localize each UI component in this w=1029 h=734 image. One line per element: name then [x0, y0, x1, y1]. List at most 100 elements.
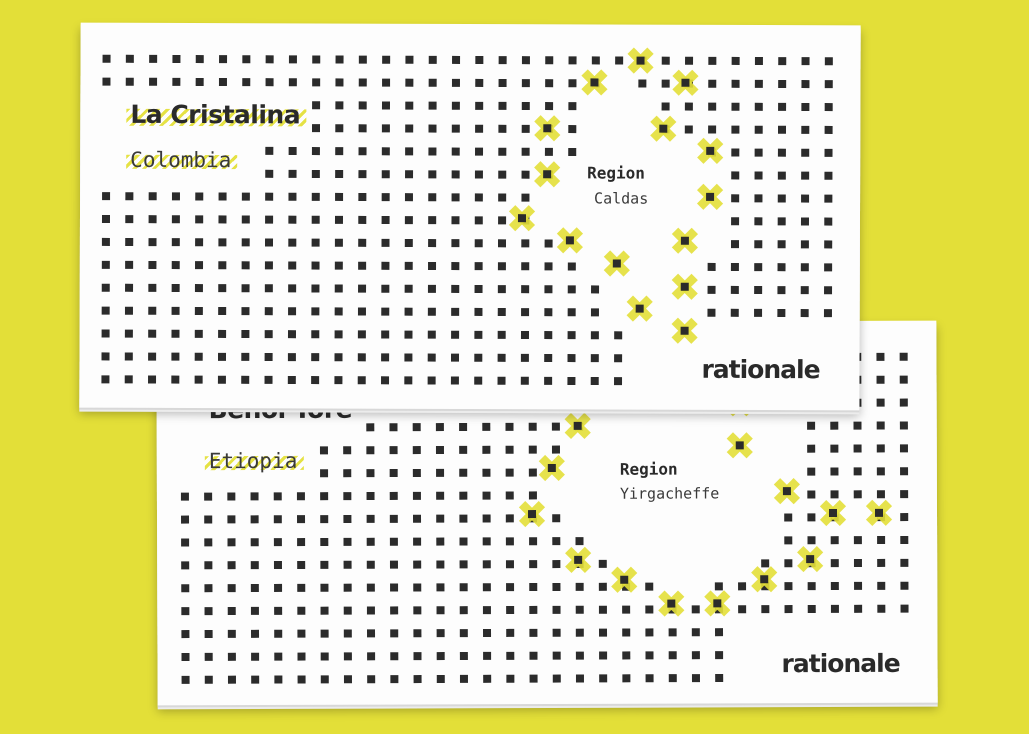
grid-dot — [148, 260, 157, 270]
grid-dot — [824, 194, 833, 203]
grid-dot — [274, 629, 283, 638]
grid-dot — [661, 56, 670, 65]
grid-dot — [474, 239, 483, 248]
grid-dot — [482, 445, 491, 454]
grid-dot — [545, 102, 554, 111]
grid-dot — [474, 376, 483, 385]
grid-dot — [382, 78, 391, 87]
grid-dot — [428, 124, 437, 133]
grid-dot — [483, 628, 492, 638]
grid-dot — [204, 515, 213, 524]
grid-dot — [241, 192, 250, 201]
grid-dot — [428, 78, 437, 87]
map-marker-cross — [797, 545, 824, 573]
grid-dot — [830, 444, 839, 453]
card-colombia: La Cristalina Colombia Region Caldas rat… — [79, 22, 861, 411]
grid-dot — [204, 675, 213, 684]
grid-dot — [552, 537, 561, 546]
grid-dot — [227, 492, 236, 501]
grid-dot — [171, 329, 180, 338]
grid-dot — [615, 56, 624, 65]
grid-dot — [529, 537, 538, 546]
grid-dot — [778, 79, 787, 89]
grid-dot — [876, 375, 885, 384]
grid-dot — [428, 147, 437, 156]
grid-dot — [227, 652, 236, 661]
grid-dot — [320, 469, 329, 478]
grid-dot — [381, 330, 390, 339]
grid-dot — [412, 491, 421, 500]
grid-dot — [876, 421, 885, 430]
grid-dot — [274, 583, 283, 592]
grid-dot — [830, 604, 839, 613]
grid-dot — [389, 537, 398, 546]
region-label-etiopia: Region — [619, 459, 678, 479]
grid-dot — [297, 560, 306, 569]
grid-dot — [575, 628, 584, 637]
grid-dot — [288, 307, 297, 316]
grid-dot — [251, 652, 260, 661]
grid-dot — [807, 604, 816, 613]
grid-dot — [405, 78, 414, 87]
grid-dot — [614, 331, 623, 340]
grid-dot — [505, 445, 514, 454]
grid-dot — [181, 538, 190, 547]
grid-dot — [731, 171, 740, 180]
grid-dot — [777, 125, 787, 134]
grid-dot — [575, 651, 584, 660]
grid-dot — [195, 192, 204, 201]
grid-dot — [358, 238, 367, 247]
grid-dot — [101, 375, 110, 384]
grid-dot — [358, 284, 367, 293]
grid-dot — [807, 513, 816, 522]
grid-dot — [404, 330, 413, 339]
grid-dot — [343, 675, 352, 684]
grid-dot — [334, 284, 343, 293]
grid-dot — [506, 674, 515, 683]
grid-dot — [125, 192, 134, 201]
grid-dot — [497, 353, 506, 362]
grid-dot — [778, 57, 787, 66]
grid-dot — [264, 261, 273, 270]
grid-dot — [436, 652, 445, 661]
grid-dot — [807, 467, 816, 476]
grid-dot — [264, 330, 273, 339]
grid-dot — [366, 469, 375, 478]
grid-dot — [824, 103, 833, 112]
grid-dot — [436, 537, 445, 546]
grid-dot — [125, 77, 134, 86]
grid-dot — [358, 78, 367, 87]
grid-dot — [181, 607, 190, 616]
grid-dot — [498, 216, 507, 225]
grid-dot — [320, 675, 329, 684]
grid-dot — [343, 606, 352, 615]
map-marker-cross — [518, 500, 546, 528]
map-marker-cross — [556, 227, 584, 254]
grid-dot — [335, 78, 344, 87]
grid-dot — [591, 56, 600, 65]
grid-dot — [830, 559, 839, 568]
grid-dot — [149, 77, 158, 86]
grid-dot — [319, 446, 328, 455]
grid-dot — [459, 491, 468, 500]
grid-dot — [335, 55, 344, 64]
grid-dot — [311, 284, 320, 293]
grid-dot — [227, 584, 236, 593]
grid-dot — [102, 77, 111, 86]
grid-dot — [436, 491, 445, 500]
grid-dot — [731, 148, 740, 157]
grid-dot — [497, 376, 506, 385]
grid-dot — [404, 193, 413, 202]
grid-dot — [475, 56, 484, 65]
grid-dot — [591, 285, 600, 294]
grid-dot — [404, 284, 413, 293]
country-colombia: Colombia — [126, 147, 238, 173]
grid-dot — [427, 376, 436, 385]
grid-dot — [204, 492, 213, 501]
grid-dot — [708, 56, 717, 65]
grid-dot — [204, 584, 213, 593]
grid-dot — [497, 239, 507, 248]
grid-dot — [428, 170, 437, 179]
grid-dot — [498, 147, 507, 156]
grid-dot — [171, 238, 180, 247]
